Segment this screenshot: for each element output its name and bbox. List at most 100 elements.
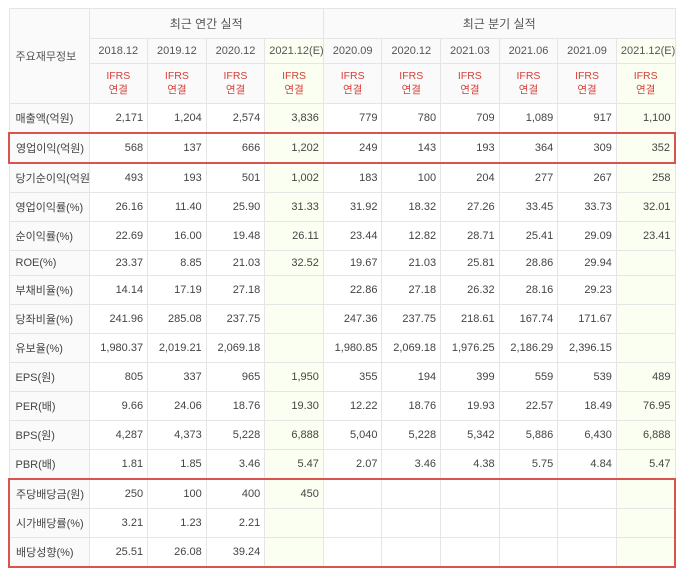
cell (499, 509, 558, 538)
cell: 143 (382, 133, 441, 163)
cell (558, 509, 617, 538)
cell: 28.71 (441, 222, 500, 251)
cell (265, 509, 324, 538)
cell: 3.46 (206, 450, 265, 480)
cell: 8.85 (148, 251, 207, 276)
cell: 24.06 (148, 392, 207, 421)
cell: 250 (89, 479, 148, 509)
cell: 2,186.29 (499, 334, 558, 363)
cell (265, 334, 324, 363)
row-label: 부채비율(%) (9, 276, 89, 305)
cell: 29.23 (558, 276, 617, 305)
cell: 4,287 (89, 421, 148, 450)
cell (441, 509, 500, 538)
table-row: PBR(배)1.811.853.465.472.073.464.385.754.… (9, 450, 675, 480)
ifrs-header: IFRS연결 (616, 64, 675, 104)
cell: 28.86 (499, 251, 558, 276)
cell: 76.95 (616, 392, 675, 421)
row-label: 순이익률(%) (9, 222, 89, 251)
cell: 5.47 (616, 450, 675, 480)
cell: 32.52 (265, 251, 324, 276)
table-header: 주요재무정보 최근 연간 실적 최근 분기 실적 2018.122019.122… (9, 9, 675, 104)
cell: 25.51 (89, 538, 148, 568)
period-header: 2019.12 (148, 39, 207, 64)
cell: 5,886 (499, 421, 558, 450)
cell: 194 (382, 363, 441, 392)
cell: 19.30 (265, 392, 324, 421)
cell: 26.11 (265, 222, 324, 251)
cell: 1.85 (148, 450, 207, 480)
cell (616, 479, 675, 509)
cell: 568 (89, 133, 148, 163)
cell: 2,396.15 (558, 334, 617, 363)
cell: 2,069.18 (382, 334, 441, 363)
cell: 1,089 (499, 104, 558, 134)
cell: 1.23 (148, 509, 207, 538)
cell: 26.08 (148, 538, 207, 568)
cell: 22.86 (323, 276, 382, 305)
cell: 9.66 (89, 392, 148, 421)
cell: 27.26 (441, 193, 500, 222)
table-row: 부채비율(%)14.1417.1927.1822.8627.1826.3228.… (9, 276, 675, 305)
row-label: 영업이익(억원) (9, 133, 89, 163)
cell (441, 538, 500, 568)
cell: 237.75 (206, 305, 265, 334)
cell: 1,202 (265, 133, 324, 163)
cell: 666 (206, 133, 265, 163)
cell: 805 (89, 363, 148, 392)
ifrs-header: IFRS연결 (206, 64, 265, 104)
cell: 11.40 (148, 193, 207, 222)
period-header: 2021.06 (499, 39, 558, 64)
cell: 100 (382, 163, 441, 193)
cell: 277 (499, 163, 558, 193)
cell: 18.76 (206, 392, 265, 421)
cell (499, 479, 558, 509)
cell: 19.67 (323, 251, 382, 276)
cell: 18.76 (382, 392, 441, 421)
cell (265, 276, 324, 305)
cell: 3.46 (382, 450, 441, 480)
table-row: 당좌비율(%)241.96285.08237.75247.36237.75218… (9, 305, 675, 334)
cell: 2,171 (89, 104, 148, 134)
cell: 2,069.18 (206, 334, 265, 363)
cell: 247.36 (323, 305, 382, 334)
cell: 29.94 (558, 251, 617, 276)
cell: 1,976.25 (441, 334, 500, 363)
cell (382, 509, 441, 538)
cell: 193 (441, 133, 500, 163)
row-label: PER(배) (9, 392, 89, 421)
cell: 17.19 (148, 276, 207, 305)
cell: 193 (148, 163, 207, 193)
cell: 258 (616, 163, 675, 193)
cell: 5,228 (382, 421, 441, 450)
cell: 18.49 (558, 392, 617, 421)
cell: 22.57 (499, 392, 558, 421)
cell: 218.61 (441, 305, 500, 334)
ifrs-header: IFRS연결 (558, 64, 617, 104)
cell (382, 538, 441, 568)
cell: 364 (499, 133, 558, 163)
table-row: 매출액(억원)2,1711,2042,5743,8367797807091,08… (9, 104, 675, 134)
table-row: 배당성향(%)25.5126.0839.24 (9, 538, 675, 568)
cell: 28.16 (499, 276, 558, 305)
cell (616, 276, 675, 305)
row-label: BPS(원) (9, 421, 89, 450)
cell: 25.81 (441, 251, 500, 276)
cell: 22.69 (89, 222, 148, 251)
cell: 137 (148, 133, 207, 163)
cell (382, 479, 441, 509)
cell: 19.93 (441, 392, 500, 421)
cell (616, 334, 675, 363)
row-label: 유보율(%) (9, 334, 89, 363)
cell: 171.67 (558, 305, 617, 334)
cell: 33.73 (558, 193, 617, 222)
cell: 12.22 (323, 392, 382, 421)
row-label: PBR(배) (9, 450, 89, 480)
cell: 23.44 (323, 222, 382, 251)
cell: 39.24 (206, 538, 265, 568)
period-header: 2020.12 (206, 39, 265, 64)
row-label: EPS(원) (9, 363, 89, 392)
cell: 4,373 (148, 421, 207, 450)
group-quarter: 최근 분기 실적 (323, 9, 675, 39)
cell: 1,100 (616, 104, 675, 134)
